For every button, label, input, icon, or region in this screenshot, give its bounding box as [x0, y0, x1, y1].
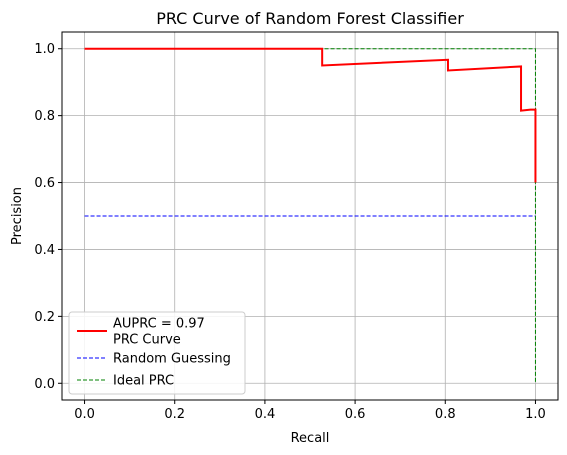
- ticks: 0.0 0.2 0.4 0.6 0.8 1.0 0.0 0.2 0.4 0.6 0.8 1.0: [34, 42, 545, 422]
- legend-label: AUPRC = 0.97: [113, 317, 205, 332]
- x-tick-label: 0.4: [255, 407, 276, 422]
- x-tick-label: 0.6: [345, 407, 366, 422]
- series-line-prc-curve: [84, 47, 537, 183]
- legend-label: Random Guessing: [113, 352, 231, 367]
- chart-title: PRC Curve of Random Forest Classifier: [156, 9, 464, 28]
- x-axis-label: Recall: [291, 431, 330, 446]
- legend-label: PRC Curve: [113, 333, 181, 348]
- x-tick-label: 0.8: [435, 407, 456, 422]
- x-tick-label: 0.0: [74, 407, 95, 422]
- x-tick-label: 1.0: [525, 407, 546, 422]
- y-tick-label: 0.2: [34, 310, 55, 325]
- legend-label: Ideal PRC: [113, 374, 174, 389]
- plot-frame: [61, 31, 559, 401]
- y-tick-label: 0.8: [34, 109, 55, 124]
- y-tick-label: 0.6: [34, 176, 55, 191]
- y-axis-label: Precision: [10, 187, 25, 245]
- y-tick-label: 0.4: [34, 243, 55, 258]
- legend-box: [68, 311, 246, 395]
- series-layer: [84, 47, 537, 384]
- x-tick-label: 0.2: [164, 407, 185, 422]
- y-tick-label: 0.0: [34, 377, 55, 392]
- y-tick-label: 1.0: [34, 42, 55, 57]
